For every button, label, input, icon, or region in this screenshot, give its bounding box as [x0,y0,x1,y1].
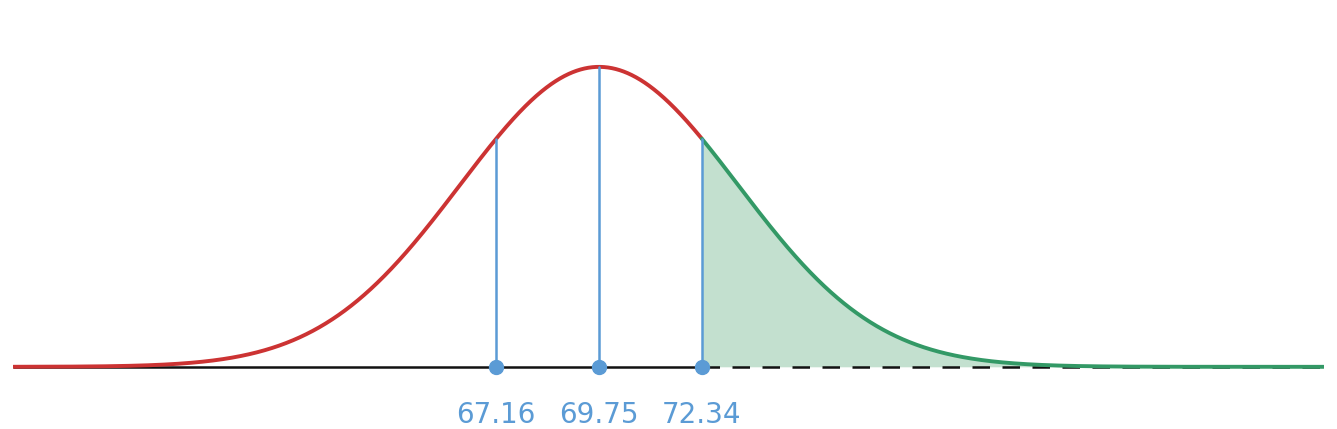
Point [588,363,610,370]
Text: 72.34: 72.34 [662,401,742,429]
Point [485,363,507,370]
Text: 69.75: 69.75 [559,401,639,429]
Point [691,363,713,370]
Text: 67.16: 67.16 [456,401,536,429]
